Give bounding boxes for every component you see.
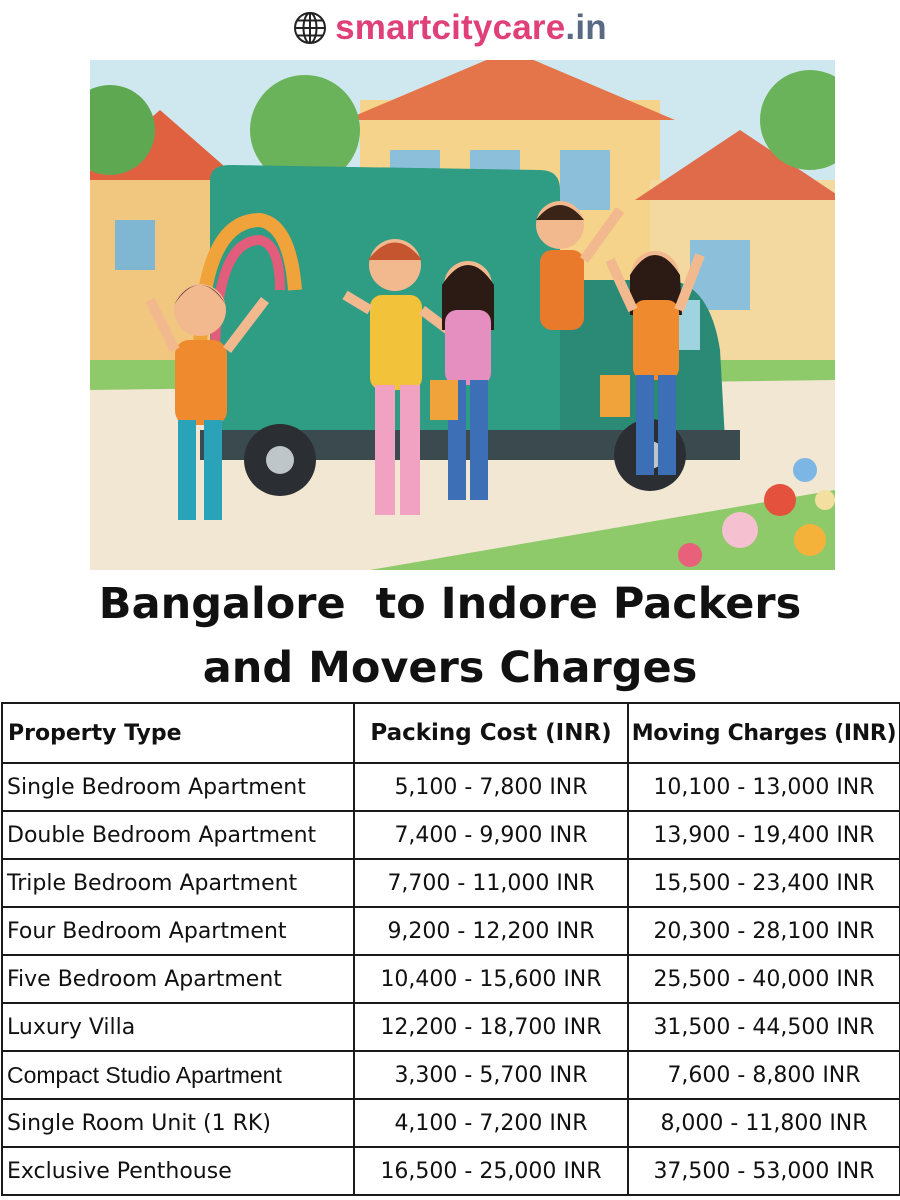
brand-name: smartcitycare bbox=[335, 8, 566, 47]
moving-family-illustration bbox=[90, 60, 835, 570]
table-row: Compact Studio Apartment 3,300 - 5,700 I… bbox=[1, 1050, 900, 1100]
packing-cost-cell: 12,200 - 18,700 INR bbox=[353, 1002, 629, 1052]
table-row: Double Bedroom Apartment 7,400 - 9,900 I… bbox=[1, 810, 900, 860]
column-header-property-type: Property Type bbox=[1, 702, 355, 764]
packing-cost-cell: 16,500 - 25,000 INR bbox=[353, 1146, 629, 1196]
property-type-cell: Single Room Unit (1 RK) bbox=[1, 1098, 355, 1148]
table-row: Single Room Unit (1 RK) 4,100 - 7,200 IN… bbox=[1, 1098, 900, 1148]
moving-charges-cell: 20,300 - 28,100 INR bbox=[627, 906, 900, 956]
property-type-cell: Luxury Villa bbox=[1, 1002, 355, 1052]
moving-charges-cell: 37,500 - 53,000 INR bbox=[627, 1146, 900, 1196]
brand-tld: .in bbox=[565, 8, 607, 47]
packing-cost-cell: 7,400 - 9,900 INR bbox=[353, 810, 629, 860]
property-type-cell: Triple Bedroom Apartment bbox=[1, 858, 355, 908]
moving-charges-cell: 8,000 - 11,800 INR bbox=[627, 1098, 900, 1148]
property-type-cell: Five Bedroom Apartment bbox=[1, 954, 355, 1004]
moving-charges-cell: 31,500 - 44,500 INR bbox=[627, 1002, 900, 1052]
table-row: Five Bedroom Apartment 10,400 - 15,600 I… bbox=[1, 954, 900, 1004]
table-row: Single Bedroom Apartment 5,100 - 7,800 I… bbox=[1, 762, 900, 812]
globe-icon bbox=[294, 12, 327, 44]
hero-illustration bbox=[90, 60, 835, 570]
packing-cost-cell: 4,100 - 7,200 INR bbox=[353, 1098, 629, 1148]
packing-cost-cell: 3,300 - 5,700 INR bbox=[353, 1050, 629, 1100]
packing-cost-cell: 10,400 - 15,600 INR bbox=[353, 954, 629, 1004]
moving-charges-cell: 15,500 - 23,400 INR bbox=[627, 858, 900, 908]
moving-charges-cell: 25,500 - 40,000 INR bbox=[627, 954, 900, 1004]
page-title-line-2: and Movers Charges bbox=[202, 643, 698, 693]
brand-logo-text[interactable]: smartcitycare.in bbox=[335, 8, 607, 48]
charges-table: Property Type Packing Cost (INR) Moving … bbox=[1, 702, 900, 1196]
moving-charges-cell: 13,900 - 19,400 INR bbox=[627, 810, 900, 860]
table-row: Triple Bedroom Apartment 7,700 - 11,000 … bbox=[1, 858, 900, 908]
column-header-packing-cost: Packing Cost (INR) bbox=[353, 702, 629, 764]
table-row: Exclusive Penthouse 16,500 - 25,000 INR … bbox=[1, 1146, 900, 1196]
property-type-cell: Double Bedroom Apartment bbox=[1, 810, 355, 860]
packing-cost-cell: 5,100 - 7,800 INR bbox=[353, 762, 629, 812]
table-row: Four Bedroom Apartment 9,200 - 12,200 IN… bbox=[1, 906, 900, 956]
packing-cost-cell: 9,200 - 12,200 INR bbox=[353, 906, 629, 956]
table-header-row: Property Type Packing Cost (INR) Moving … bbox=[1, 702, 900, 764]
property-type-cell: Compact Studio Apartment bbox=[1, 1050, 355, 1100]
table-row: Luxury Villa 12,200 - 18,700 INR 31,500 … bbox=[1, 1002, 900, 1052]
page-title-line-1: Bangalore to Indore Packers bbox=[98, 579, 802, 629]
brand-header: smartcitycare.in bbox=[0, 6, 900, 50]
property-type-cell: Single Bedroom Apartment bbox=[1, 762, 355, 812]
moving-charges-cell: 10,100 - 13,000 INR bbox=[627, 762, 900, 812]
property-type-cell: Exclusive Penthouse bbox=[1, 1146, 355, 1196]
moving-charges-cell: 7,600 - 8,800 INR bbox=[627, 1050, 900, 1100]
column-header-moving-charges: Moving Charges (INR) bbox=[627, 702, 900, 764]
packing-cost-cell: 7,700 - 11,000 INR bbox=[353, 858, 629, 908]
property-type-cell: Four Bedroom Apartment bbox=[1, 906, 355, 956]
page-title: Bangalore to Indore Packers and Movers C… bbox=[0, 572, 900, 700]
